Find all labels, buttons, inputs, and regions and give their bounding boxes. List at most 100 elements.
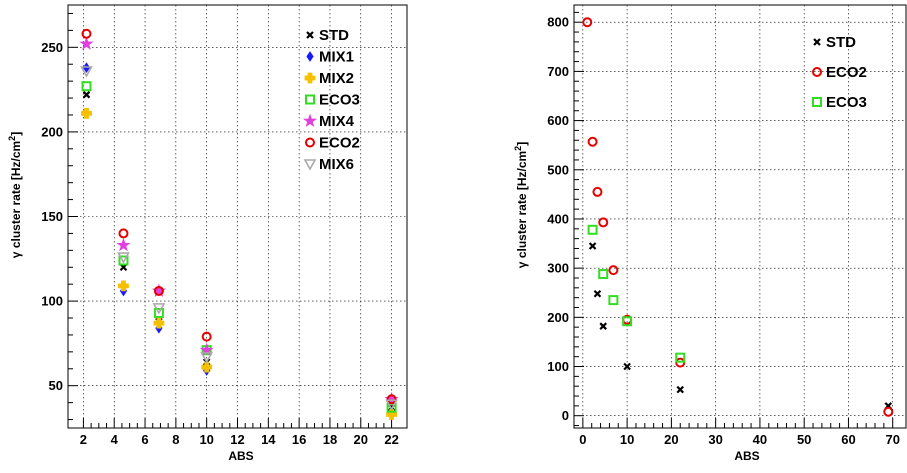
legend-marker-mix4 [302,113,318,127]
x-tick-label: 18 [323,432,337,447]
data-points [582,17,894,417]
x-tick-label: 2 [80,432,87,447]
legend-marker-mix1 [306,51,314,62]
chart-left: 2 4 6 8 10 12 14 16 18 20 22 50 100 150 200 250 ABS γ clu… [7,4,408,463]
legend-label-std: STD [826,34,856,51]
y-tick-label: 50 [49,378,63,393]
x-axis-title: ABS [734,449,759,463]
data-point-std [82,90,91,99]
legend-label-mix1: MIX1 [319,49,354,66]
data-point-mix2 [153,317,165,329]
y-tick-label: 600 [547,113,569,128]
x-tick-label: 70 [885,432,899,447]
x-tick-label: 60 [841,432,855,447]
y-title-main: cluster rate [Hz/cm [9,141,23,252]
legend-marker-eco2 [812,67,822,77]
legend-label-mix4: MIX4 [319,113,355,130]
data-point-eco2 [81,28,92,39]
x-tick-label: 22 [384,432,398,447]
y-title-greek: γ [515,261,529,268]
legend-marker-mix6 [303,159,317,171]
y-tick-label: 300 [547,261,569,276]
data-point-eco3 [118,255,129,266]
data-point-std [588,242,597,250]
data-point-mix2 [81,107,92,119]
y-axis: 50 100 150 200 250 [41,12,78,421]
y-tick-label: 150 [41,209,63,224]
x-tick-label: 14 [261,432,276,447]
legend-label-eco3: ECO3 [319,92,360,109]
data-points [79,28,399,420]
legend-marker-eco2 [305,137,315,148]
x-tick-label: 20 [664,432,678,447]
data-point-mix4 [151,283,166,297]
series-mix4 [79,36,399,406]
data-point-mix6 [117,252,130,264]
plot-frame [573,4,907,429]
y-title-greek: γ [9,251,23,258]
y-tick-label: 200 [41,124,63,139]
data-point-mix2 [201,361,213,373]
data-point-mix4 [116,237,131,252]
data-point-eco2 [386,394,397,405]
chart-right: 0 10 20 30 40 50 60 700100200300400500600700800… [513,4,907,463]
x-tick-label: 12 [230,432,244,447]
data-point-eco2 [582,17,593,28]
y-axis: 0 100 200 300 400 500 600 700 800 [547,11,584,427]
y-tick-label: 200 [547,310,569,325]
series-eco2 [81,28,397,405]
data-point-eco3 [622,316,633,327]
data-point-eco2 [598,217,609,228]
data-point-mix6 [152,303,166,315]
data-point-eco2 [118,228,129,239]
legend-marker-std [813,38,821,46]
x-axis-title: ABS [228,449,253,463]
y-tick-label: 0 [562,408,569,423]
x-tick-label: 6 [141,432,148,447]
data-point-eco3 [81,81,92,92]
y-title-sup: 2 [7,136,17,141]
grid-lines [68,5,407,428]
grid-lines [574,5,906,428]
x-axis: 2 4 6 8 10 12 14 16 18 20 22 [80,418,399,447]
y-title-main: cluster rate [Hz/cm [515,151,529,262]
data-point-eco3 [153,307,164,318]
data-point-mix4 [384,391,399,406]
y-tick-label: 800 [547,15,569,30]
legend-marker-mix2 [304,72,316,84]
x-tick-label: 8 [172,432,179,447]
series-eco3 [587,224,686,363]
data-point-std [599,322,607,330]
data-point-mix6 [200,352,214,364]
y-axis-title: γ cluster rate [Hz/cm2] [7,132,23,258]
x-tick-label: 50 [797,432,811,447]
y-tick-label: 500 [547,162,569,177]
data-point-eco2 [608,265,619,276]
legend-label-eco2: ECO2 [826,64,867,81]
data-point-eco3 [608,295,619,306]
data-point-mix2 [118,280,129,292]
data-point-eco2 [592,186,603,197]
x-axis: 0 10 20 30 40 50 60 70 [579,418,900,447]
legend: STD MIX1 MIX2 ECO3 MIX4 ECO2 MIX6 [302,27,360,173]
series-mix6 [80,66,398,411]
legend-label-eco2: ECO2 [319,135,360,152]
legend-label-mix2: MIX2 [319,70,354,87]
data-point-mix6 [80,66,93,78]
data-point-eco2 [587,136,598,147]
data-point-eco3 [587,224,598,235]
x-tick-label: 20 [354,432,368,447]
y-title-end: ] [9,132,23,136]
data-point-eco2 [201,331,212,342]
series-mix2 [81,107,397,420]
data-point-eco3 [598,269,609,280]
data-point-std [593,289,602,298]
legend-label-mix6: MIX6 [319,156,354,173]
x-tick-label: 40 [753,432,767,447]
data-point-mix6 [385,399,398,411]
y-tick-label: 700 [547,64,569,79]
y-tick-label: 100 [547,359,569,374]
legend-label-std: STD [319,27,349,44]
y-axis-title: γ cluster rate [Hz/cm2] [513,142,529,268]
